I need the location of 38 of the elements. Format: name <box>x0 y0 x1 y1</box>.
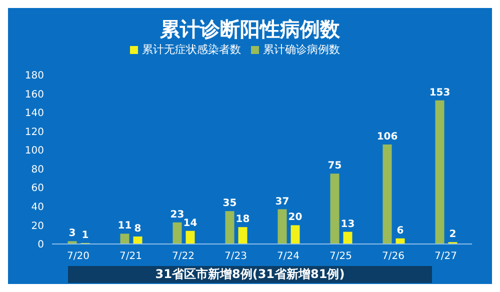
y-tick-label: 80 <box>31 164 44 176</box>
x-tick-label: 7/26 <box>382 251 404 262</box>
data-label: 18 <box>236 214 250 226</box>
data-label: 6 <box>396 225 404 236</box>
data-label: 20 <box>288 212 302 224</box>
x-tick-label: 7/21 <box>120 251 142 262</box>
data-label: 106 <box>376 131 398 142</box>
y-tick-label: 120 <box>24 126 44 138</box>
y-tick-label: 40 <box>31 202 44 213</box>
data-label: 153 <box>429 87 450 98</box>
text: 31省区市新增8例(31省新增81例) <box>68 266 432 283</box>
x-tick-label: 7/22 <box>172 251 194 262</box>
data-label: 13 <box>340 218 355 230</box>
data-label: 3 <box>68 228 76 240</box>
y-tick-label: 140 <box>24 108 44 120</box>
data-label: 14 <box>183 218 198 229</box>
y-tick-label: 20 <box>31 220 44 232</box>
data-label: 23 <box>170 209 184 220</box>
data-label: 8 <box>134 223 142 234</box>
legend-label: 累计无症状感染者数 <box>142 43 241 56</box>
x-tick-label: 7/25 <box>330 251 352 262</box>
x-tick-label: 7/20 <box>67 251 90 262</box>
y-tick-label: 60 <box>31 183 44 194</box>
x-tick-label: 7/23 <box>224 251 247 262</box>
data-label: 75 <box>328 160 342 172</box>
data-label: 11 <box>118 220 132 232</box>
data-label: 37 <box>275 196 290 208</box>
y-tick-label: 0 <box>38 240 44 251</box>
y-tick-label: 100 <box>24 146 44 157</box>
x-tick-label: 7/24 <box>277 251 300 262</box>
data-label: 2 <box>449 229 456 240</box>
x-tick-label: 7/27 <box>434 251 457 262</box>
y-tick-label: 180 <box>24 70 44 82</box>
data-label: 1 <box>82 230 89 242</box>
legend-label: 累计确诊病例数 <box>263 43 340 56</box>
data-label: 35 <box>222 198 237 210</box>
chart-title: 累计诊断阳性病例数 <box>160 17 340 41</box>
y-tick-label: 160 <box>24 89 44 100</box>
